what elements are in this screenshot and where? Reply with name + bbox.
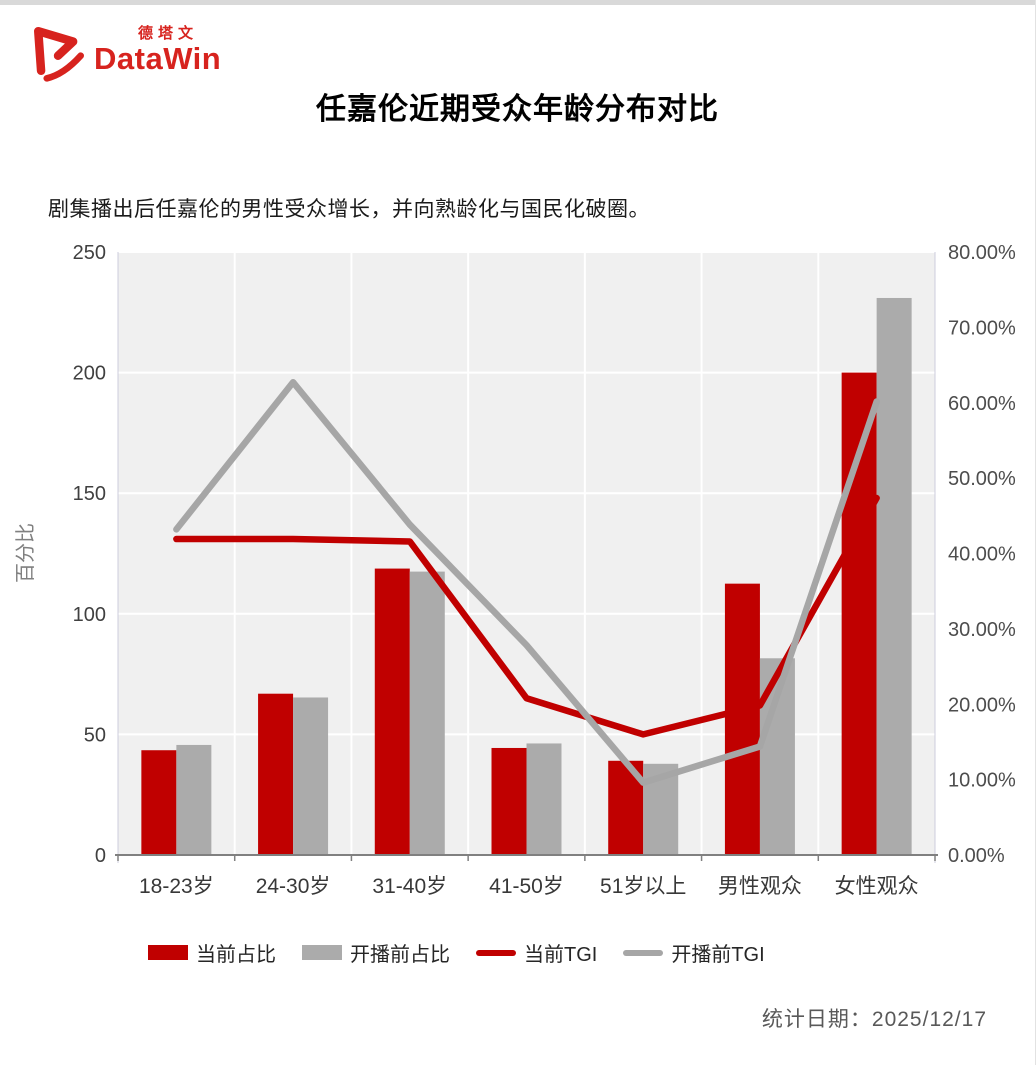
right-axis-tick-label: 0.00% [948,845,1005,867]
x-axis-category-label: 女性观众 [835,875,919,898]
legend-item-3: 开播前TGI [623,938,765,967]
x-axis-category-label: 24-30岁 [256,875,331,898]
stat-date-value: 2025/12/17 [871,1008,987,1031]
x-axis-category-label: 51岁以上 [600,875,686,898]
logo-english-name: DataWin [94,41,222,76]
legend-item-1: 开播前占比 [302,938,450,967]
bar-pre-broadcast-share [876,297,912,855]
right-axis-tick-label: 80.00% [948,242,1016,264]
x-axis-category-label: 41-50岁 [489,875,564,898]
bar-current-share [491,747,527,855]
bar-pre-broadcast-share [409,571,445,855]
bar-current-share [374,568,410,855]
bar-current-share [141,750,177,855]
legend-bar-swatch [148,945,188,960]
line-pre-broadcast-tgi [173,378,880,786]
legend-line-swatch [623,949,664,956]
right-axis-tick-label: 20.00% [948,694,1016,716]
top-border-strip [0,0,1035,5]
legend-item-2: 当前TGI [476,938,597,967]
bar-pre-broadcast-share [176,744,212,855]
stat-date-label: 统计日期： [761,1008,872,1031]
chart-subtitle: 剧集播出后任嘉伦的男性受众增长，并向熟龄化与国民化破圈。 [48,198,650,221]
legend-bar-swatch [302,945,342,960]
legend-label: 当前TGI [524,944,598,966]
stat-date: 统计日期：2025/12/17 [762,1003,987,1033]
left-axis-tick-label: 50 [84,724,106,746]
legend-line-swatch [476,949,516,956]
right-axis-tick-label: 40.00% [948,544,1016,566]
page-title: 任嘉伦近期受众年龄分布对比 [316,93,719,126]
datawin-logo: 德塔文 DataWin [26,18,221,84]
left-axis-tick-label: 200 [73,363,106,385]
right-axis-tick-label: 10.00% [948,770,1016,792]
right-axis-tick-label: 70.00% [948,317,1016,339]
left-axis-title: 百分比 [14,523,37,583]
bar-pre-broadcast-share [526,743,562,855]
line-current-tgi [173,494,880,738]
x-axis-category-label: 18-23岁 [139,875,214,898]
left-axis-tick-label: 100 [73,604,106,626]
datawin-logo-icon [34,26,84,82]
bar-current-share [724,583,760,855]
legend-label: 开播前占比 [350,944,450,966]
right-axis-tick-label: 50.00% [948,468,1016,490]
right-axis-tick-label: 60.00% [948,393,1016,415]
x-axis-category-label: 男性观众 [718,875,802,898]
datawin-logo-text: 德塔文 DataWin [94,26,221,74]
bar-current-share [258,693,294,855]
bar-pre-broadcast-share [293,697,329,855]
legend-item-0: 当前占比 [148,938,276,967]
right-axis-tick-label: 30.00% [948,619,1016,641]
logo-chinese-name: 德塔文 [138,25,199,42]
chart-legend: 当前占比 开播前占比 当前TGI 开播前TGI [148,938,765,967]
legend-label: 当前占比 [196,944,276,966]
left-axis-tick-label: 250 [73,242,106,264]
left-axis-tick-label: 150 [73,483,106,505]
legend-label: 开播前TGI [671,944,765,966]
left-axis-tick-label: 0 [95,845,106,867]
x-axis-category-label: 31-40岁 [372,875,447,898]
